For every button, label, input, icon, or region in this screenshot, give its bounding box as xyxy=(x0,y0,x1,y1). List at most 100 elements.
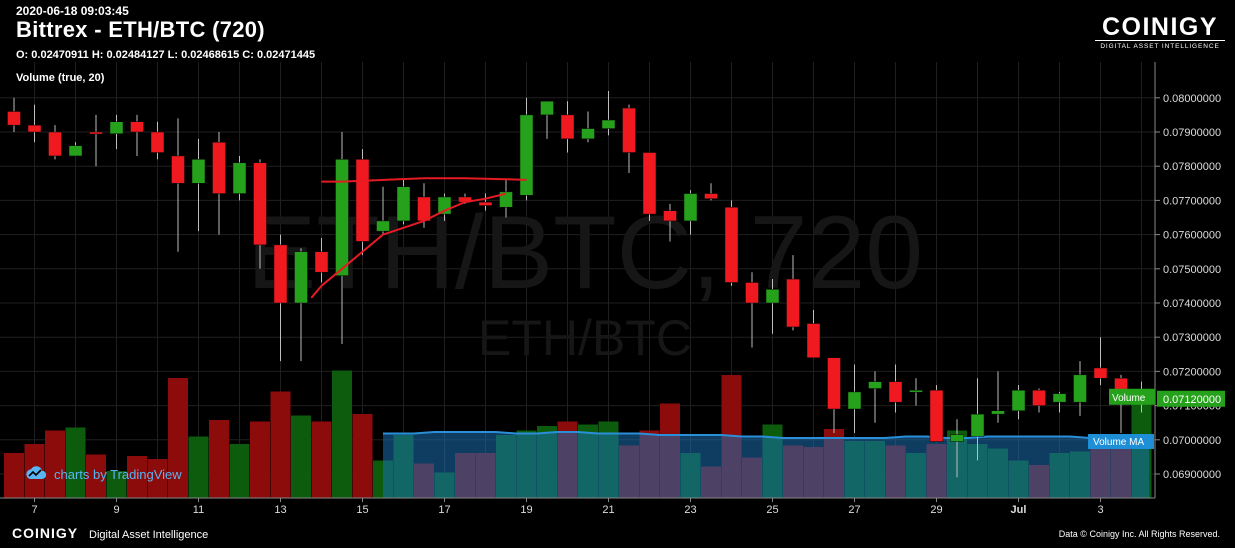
time-tick-label: 7 xyxy=(31,504,37,516)
candle-body xyxy=(724,206,739,283)
candle-body xyxy=(991,410,1005,415)
time-tick-label: 29 xyxy=(930,504,942,516)
candle-body xyxy=(273,244,288,304)
candle xyxy=(171,118,185,252)
candle-body xyxy=(1032,389,1046,406)
price-axis[interactable]: 0.069000000.070000000.071000000.07200000… xyxy=(1154,62,1221,498)
candle-body xyxy=(745,282,759,304)
price-tick-label: 0.07200000 xyxy=(1163,366,1221,378)
tradingview-label: charts by TradingView xyxy=(54,467,182,482)
candle-body xyxy=(1073,374,1087,403)
footer-copyright: Data © Coinigy Inc. All Rights Reserved. xyxy=(1058,529,1220,539)
volume-ma-fill xyxy=(383,432,1149,498)
candle-body xyxy=(827,357,841,410)
chart-title: Bittrex - ETH/BTC (720) xyxy=(16,17,265,42)
candle-body xyxy=(622,107,636,153)
time-tick-label: 9 xyxy=(113,504,119,516)
candle xyxy=(191,138,206,232)
volume-bar xyxy=(209,420,229,498)
candle-body xyxy=(847,391,862,410)
volume-bar xyxy=(229,444,250,498)
candle-body xyxy=(560,114,575,140)
candle-body xyxy=(232,162,247,194)
volume-bar xyxy=(270,391,291,498)
candle-body xyxy=(171,155,185,184)
tradingview-link[interactable]: charts by TradingView xyxy=(24,465,182,484)
candle-body xyxy=(970,413,985,437)
candle-body xyxy=(581,128,595,140)
price-tick-label: 0.07700000 xyxy=(1163,195,1221,207)
candle xyxy=(478,193,493,211)
candle xyxy=(1011,385,1026,420)
volume-bar xyxy=(45,430,65,498)
candle xyxy=(150,121,165,160)
volume-ma-badge-label: Volume MA xyxy=(1093,437,1144,448)
candle-body xyxy=(130,121,144,133)
candle-body xyxy=(396,186,411,222)
candle-body xyxy=(642,152,657,215)
price-ma-upper-line xyxy=(321,177,527,183)
timestamp: 2020-06-18 09:03:45 xyxy=(16,4,129,18)
candle-body xyxy=(1011,389,1026,411)
time-tick-label: 21 xyxy=(602,504,614,516)
candle xyxy=(991,371,1005,423)
time-tick-label: 3 xyxy=(1097,504,1103,516)
candle xyxy=(929,385,944,442)
time-tick-label: 11 xyxy=(193,504,204,516)
candle xyxy=(1093,337,1108,386)
candle xyxy=(130,114,144,156)
candle xyxy=(663,203,677,242)
candle-body xyxy=(191,159,206,184)
candle-body xyxy=(765,289,780,304)
candle xyxy=(232,155,247,201)
candle-body xyxy=(150,131,165,153)
candle xyxy=(376,186,390,235)
candle xyxy=(519,97,534,201)
time-tick-label: 19 xyxy=(520,504,532,516)
candle-body xyxy=(294,251,308,304)
time-axis[interactable]: 7 9 11 13 15 17 19 21 23 25 27 29 Jul 3 xyxy=(0,497,1155,516)
coinigy-logo[interactable]: COINIGY DIGITAL ASSET INTELLIGENCE xyxy=(1095,14,1225,50)
candle xyxy=(745,272,759,348)
volume-bar xyxy=(188,436,209,498)
candle xyxy=(273,234,288,362)
candle xyxy=(704,183,718,201)
ohlc-readout: O: 0.02470911 H: 0.02484127 L: 0.0246861… xyxy=(16,49,316,61)
candle xyxy=(89,114,103,167)
volume-bar xyxy=(147,459,168,498)
volume-bar xyxy=(332,370,352,498)
candle xyxy=(1073,361,1087,416)
volume-badge xyxy=(1109,388,1155,405)
volume-ma-line xyxy=(383,431,1149,439)
volume-indicator-label: Volume (true, 20) xyxy=(16,72,105,84)
time-tick-label: 17 xyxy=(438,504,450,516)
candle-body xyxy=(478,201,493,206)
volume-bar xyxy=(291,415,311,498)
footer-brand: COINIGY xyxy=(12,525,79,541)
grid-lines xyxy=(0,62,1155,498)
candle-body xyxy=(519,114,534,196)
price-tick-label: 0.07500000 xyxy=(1163,264,1221,276)
price-tick-label: 0.08000000 xyxy=(1163,93,1221,105)
candle xyxy=(314,238,329,283)
candle xyxy=(786,255,800,331)
candle xyxy=(1032,388,1046,413)
candle-body xyxy=(704,193,718,199)
moving-average-lines xyxy=(310,177,527,299)
candle-body xyxy=(68,145,83,157)
candle-body xyxy=(48,131,62,157)
candle xyxy=(847,364,862,433)
volume-badge-label: Volume xyxy=(1112,393,1146,404)
candle xyxy=(540,100,554,139)
volume-ma-badge xyxy=(1088,434,1154,449)
candle-body xyxy=(868,381,882,389)
cloud-icon xyxy=(24,465,48,484)
volume-bar xyxy=(168,378,188,498)
candle xyxy=(560,101,575,153)
candle xyxy=(683,190,698,235)
candle xyxy=(601,90,616,136)
candle-body xyxy=(1052,393,1067,403)
price-tick-label: 0.07800000 xyxy=(1163,161,1221,173)
candle xyxy=(642,152,657,221)
